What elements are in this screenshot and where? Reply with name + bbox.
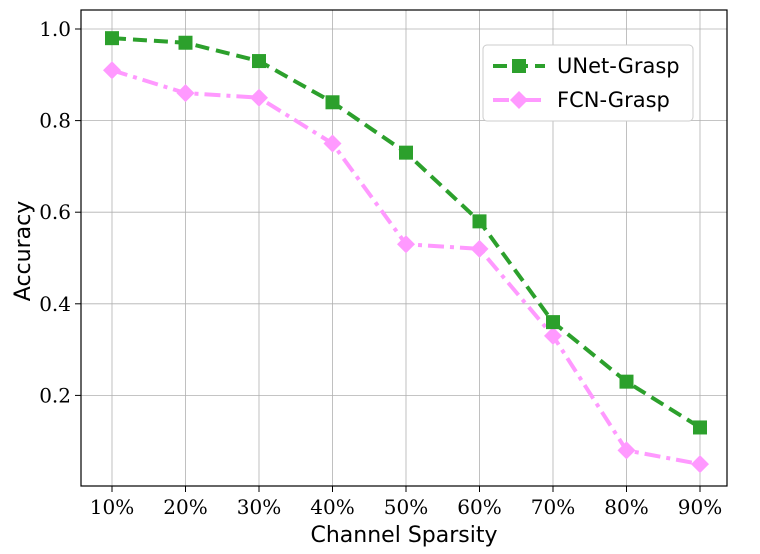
x-tick-label: 30%: [237, 495, 281, 519]
data-point-fcn-grasp: [250, 88, 268, 107]
y-tick-label: 0.4: [39, 292, 71, 316]
data-point-fcn-grasp: [617, 441, 636, 460]
data-point-fcn-grasp: [397, 235, 415, 254]
y-tick-label: 0.2: [39, 383, 71, 407]
y-tick-label: 0.8: [39, 109, 71, 133]
x-tick-label: 90%: [678, 495, 722, 519]
data-point-unet-grasp: [252, 54, 266, 69]
data-point-fcn-grasp: [470, 239, 489, 258]
legend-marker-unet-grasp: [512, 59, 526, 73]
x-tick-label: 10%: [90, 495, 134, 519]
ticks: 10% 20% 30% 40% 50% 60% 70% 80% 90% 0.2 0.4 0.6 0.8 1…: [39, 17, 722, 519]
plot-frame: [80, 9, 728, 487]
y-axis-title: Accuracy: [11, 201, 36, 301]
y-tick-label: 1.0: [39, 17, 71, 41]
data-point-fcn-grasp: [103, 61, 121, 80]
series-layer: [103, 31, 709, 474]
x-tick-label: 60%: [457, 495, 501, 519]
x-axis-title: Channel Sparsity: [311, 523, 498, 548]
data-point-unet-grasp: [325, 95, 340, 110]
series-fcn-grasp: [103, 61, 709, 474]
legend-label-fcn-grasp: FCN-Grasp: [557, 88, 670, 112]
x-tick-label: 20%: [163, 495, 207, 519]
data-point-unet-grasp: [472, 214, 487, 229]
series-unet-grasp: [105, 31, 707, 435]
data-point-unet-grasp: [399, 145, 413, 160]
legend-marker-fcn-grasp: [510, 91, 528, 109]
x-tick-label: 80%: [604, 495, 648, 519]
data-point-fcn-grasp: [323, 134, 342, 153]
data-point-unet-grasp: [693, 420, 707, 435]
y-tick-label: 0.6: [39, 200, 71, 224]
data-point-unet-grasp: [178, 35, 193, 50]
data-point-fcn-grasp: [544, 326, 562, 345]
legend-label-unet-grasp: UNet-Grasp: [557, 54, 680, 78]
x-tick-label: 70%: [531, 495, 575, 519]
data-point-unet-grasp: [546, 315, 560, 330]
data-point-fcn-grasp: [691, 455, 709, 474]
x-tick-label: 40%: [310, 495, 354, 519]
data-point-unet-grasp: [105, 31, 119, 46]
legend: UNet-Grasp FCN-Grasp: [482, 44, 694, 122]
data-point-unet-grasp: [619, 374, 634, 389]
x-tick-label: 50%: [384, 495, 428, 519]
data-point-fcn-grasp: [176, 84, 195, 103]
